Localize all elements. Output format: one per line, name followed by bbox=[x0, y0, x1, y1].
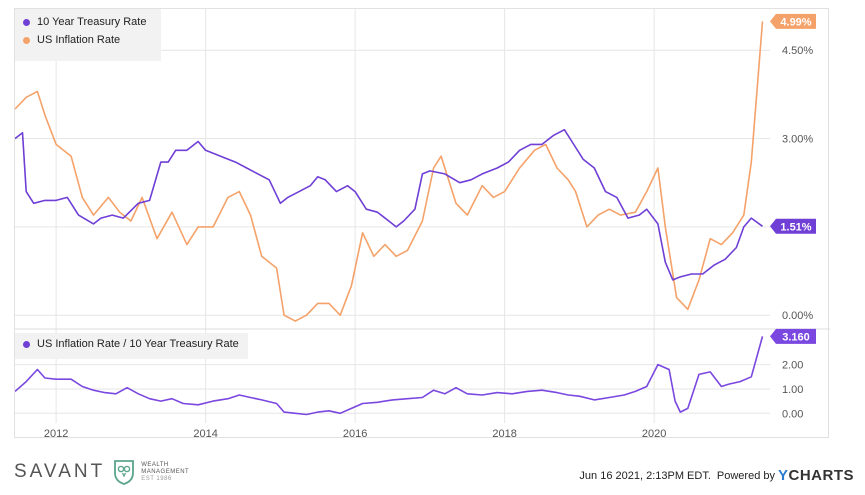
brand-sub-3: EST 1986 bbox=[141, 475, 172, 482]
footer: SAVANT WEALTH MANAGEMENT EST 1986 Jun 16… bbox=[14, 455, 854, 495]
ycharts-y: Y bbox=[777, 467, 789, 484]
ratio-last-value-label: 3.160 bbox=[782, 331, 810, 343]
legend-item-ratio[interactable]: US Inflation Rate / 10 Year Treasury Rat… bbox=[15, 335, 248, 353]
y-tick-label: 0.00 bbox=[782, 408, 803, 420]
treasury-last-value-label: 1.51% bbox=[780, 221, 811, 233]
legend-label-ratio: US Inflation Rate / 10 Year Treasury Rat… bbox=[37, 338, 239, 350]
powered-by-label: Powered by bbox=[716, 469, 775, 482]
x-tick-label: 2018 bbox=[492, 428, 516, 439]
ratio-dot-icon bbox=[23, 340, 30, 348]
brand-sub-2: MANAGEMENT bbox=[141, 468, 190, 475]
series-line-treasury bbox=[15, 128, 763, 281]
chart-frame: 201220142016201820200.00%1.50%3.00%4.50%… bbox=[14, 8, 830, 439]
ycharts-rest: CHARTS bbox=[788, 467, 854, 484]
legend-bottom: US Inflation Rate / 10 Year Treasury Rat… bbox=[15, 333, 248, 359]
timestamp: Jun 16 2021, 2:13PM EDT. bbox=[579, 469, 711, 482]
x-tick-label: 2014 bbox=[193, 428, 217, 439]
x-tick-label: 2020 bbox=[642, 428, 666, 439]
y-tick-label: 2.00 bbox=[782, 360, 803, 372]
inflation-last-flag bbox=[770, 13, 816, 29]
brand-subtitle: WEALTH MANAGEMENT EST 1986 bbox=[141, 462, 189, 483]
legend-item-inflation[interactable]: US Inflation Rate bbox=[15, 31, 161, 49]
series-line-ratio bbox=[15, 336, 764, 416]
timestamp-area: Jun 16 2021, 2:13PM EDT. Powered by YCHA… bbox=[579, 467, 854, 484]
y-tick-label: 0.00% bbox=[782, 310, 813, 322]
owl-shield-icon bbox=[114, 460, 135, 485]
x-tick-label: 2012 bbox=[44, 428, 68, 439]
chart-svg: 201220142016201820200.00%1.50%3.00%4.50%… bbox=[15, 9, 830, 439]
treasury-last-flag bbox=[770, 218, 816, 234]
y-tick-label: 4.50% bbox=[782, 45, 813, 57]
legend-label-treasury: 10 Year Treasury Rate bbox=[37, 16, 147, 28]
ycharts-logo[interactable]: YCHARTS bbox=[778, 467, 854, 484]
treasury-dot-icon bbox=[23, 18, 30, 26]
inflation-last-value-label: 4.99% bbox=[780, 16, 811, 28]
brand-logo: SAVANT WEALTH MANAGEMENT EST 1986 bbox=[14, 459, 189, 485]
legend-label-inflation: US Inflation Rate bbox=[37, 34, 121, 46]
series-line-inflation bbox=[15, 21, 764, 322]
legend-item-treasury[interactable]: 10 Year Treasury Rate bbox=[15, 13, 161, 31]
inflation-dot-icon bbox=[23, 36, 30, 44]
legend-top: 10 Year Treasury Rate US Inflation Rate bbox=[15, 9, 161, 61]
brand-sub-1: WEALTH bbox=[141, 461, 169, 468]
y-tick-label: 3.00% bbox=[782, 134, 813, 146]
brand-name: SAVANT bbox=[14, 461, 106, 482]
ratio-last-flag bbox=[770, 328, 816, 344]
y-tick-label: 1.00 bbox=[782, 384, 803, 396]
x-tick-label: 2016 bbox=[343, 428, 367, 439]
